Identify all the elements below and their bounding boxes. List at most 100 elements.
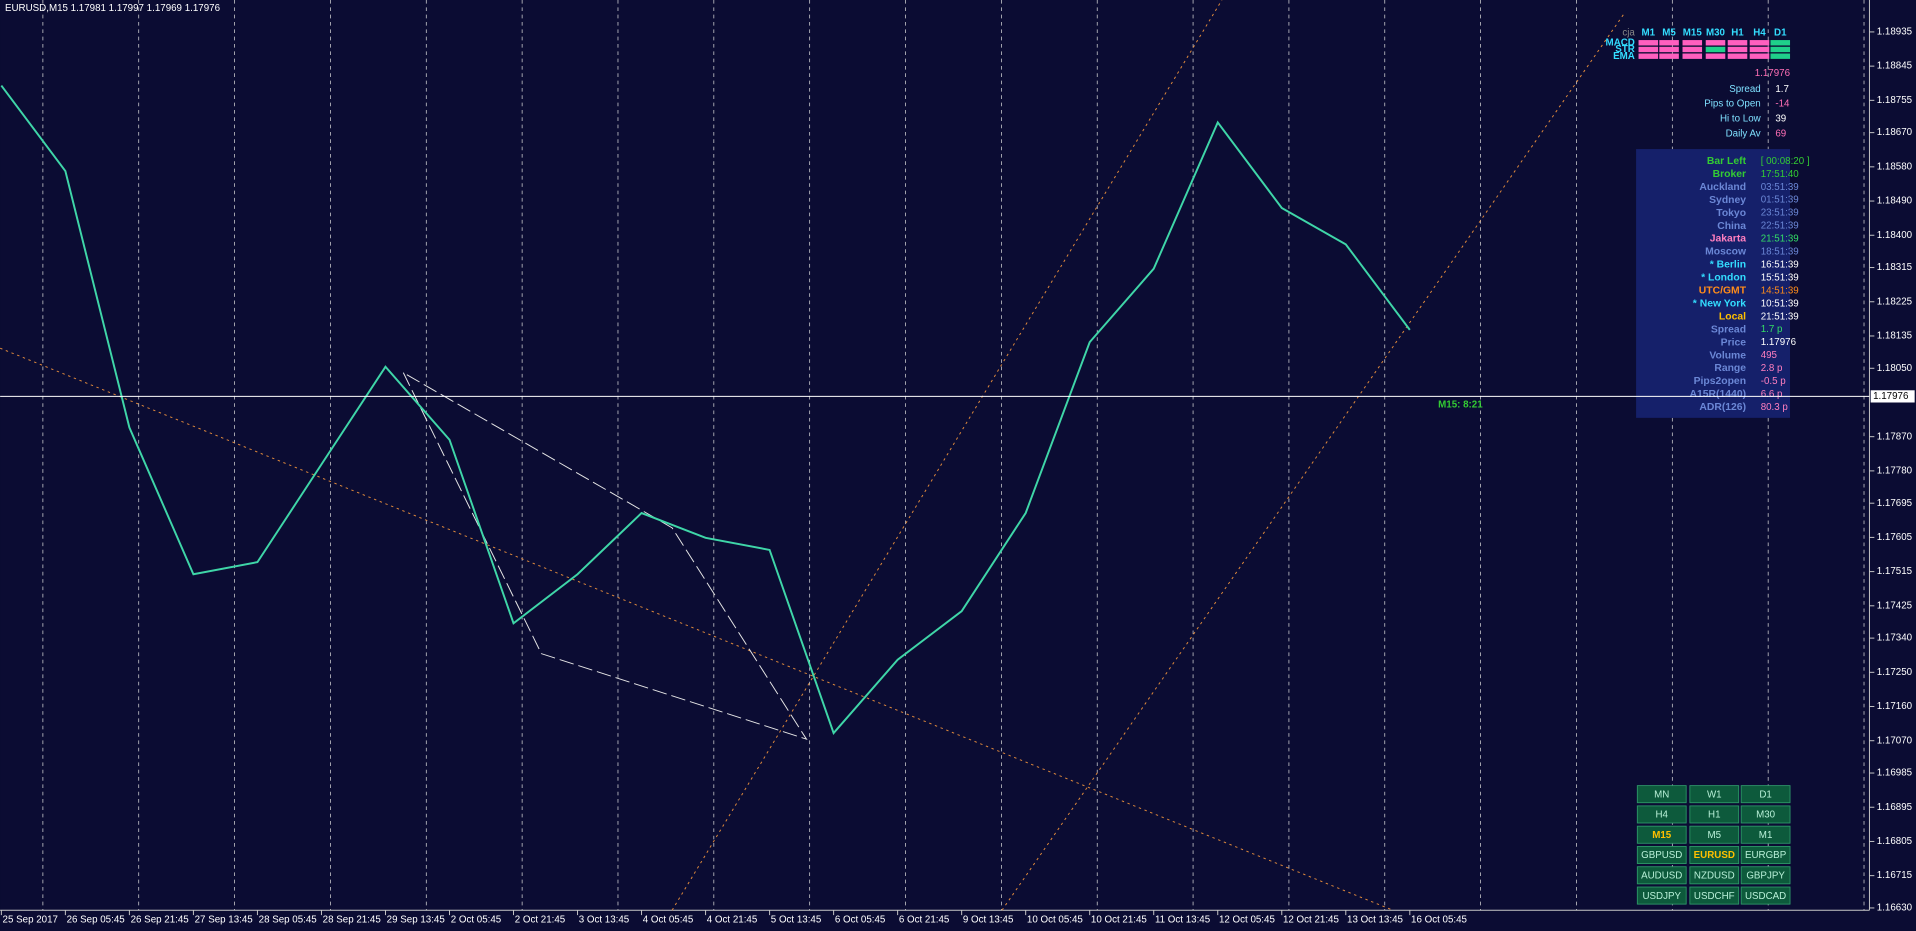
matrix-label: cja bbox=[1622, 28, 1635, 39]
clock-value: 495 bbox=[1761, 350, 1778, 361]
button-label[interactable]: H4 bbox=[1656, 810, 1669, 821]
button-label[interactable]: D1 bbox=[1759, 789, 1771, 800]
button-face[interactable] bbox=[1689, 886, 1740, 905]
signal-cell bbox=[1749, 40, 1770, 46]
signal-cell bbox=[1659, 40, 1679, 46]
timeframe-button[interactable]: MN bbox=[1636, 785, 1687, 804]
button-label[interactable]: MN bbox=[1654, 789, 1669, 800]
timeframe-button[interactable]: M5 bbox=[1689, 825, 1740, 844]
timeframe-button[interactable]: M30 bbox=[1740, 805, 1791, 824]
button-face[interactable] bbox=[1636, 866, 1687, 885]
y-tick-label: 1.18755 bbox=[1877, 95, 1913, 106]
y-tick-label: 1.18845 bbox=[1877, 61, 1913, 72]
clock-label: Spread bbox=[1711, 324, 1746, 335]
stat-label: Spread bbox=[1729, 84, 1761, 95]
clock-value: 21:51:39 bbox=[1761, 234, 1799, 245]
timeframe-button[interactable]: GBPUSD bbox=[1636, 846, 1687, 864]
button-face[interactable] bbox=[1689, 805, 1740, 824]
clock-value: 14:51:39 bbox=[1761, 285, 1799, 296]
button-label[interactable]: M1 bbox=[1759, 830, 1773, 841]
clock-label: Jakarta bbox=[1710, 234, 1747, 245]
channel-line bbox=[671, 0, 1223, 911]
button-face[interactable] bbox=[1689, 866, 1740, 885]
y-tick-label: 1.18050 bbox=[1877, 363, 1913, 374]
button-label[interactable]: M15 bbox=[1652, 830, 1672, 841]
clock-label: Bar Left bbox=[1707, 156, 1747, 167]
x-tick-label: 3 Oct 13:45 bbox=[579, 915, 630, 926]
button-face[interactable] bbox=[1740, 846, 1791, 864]
timeframe-label: M5 bbox=[1662, 28, 1676, 39]
x-tick-label: 26 Sep 21:45 bbox=[131, 915, 190, 926]
timeframe-button[interactable]: D1 bbox=[1740, 785, 1791, 804]
button-label[interactable]: GBPJPY bbox=[1746, 870, 1785, 881]
stat-value: 39 bbox=[1775, 114, 1786, 125]
timeframe-button[interactable]: USDCAD bbox=[1740, 886, 1791, 905]
signal-cell bbox=[1727, 46, 1748, 53]
y-tick-label: 1.17250 bbox=[1877, 667, 1913, 678]
timeframe-button[interactable]: AUDUSD bbox=[1636, 866, 1687, 885]
channel-line bbox=[1001, 11, 1626, 911]
button-face[interactable] bbox=[1740, 825, 1791, 844]
button-face[interactable] bbox=[1636, 785, 1687, 804]
button-label[interactable]: AUDUSD bbox=[1641, 870, 1682, 881]
clock-value: -0.5 p bbox=[1761, 376, 1787, 387]
button-label[interactable]: GBPUSD bbox=[1641, 850, 1682, 861]
button-face[interactable] bbox=[1636, 846, 1687, 864]
timeframe-button[interactable]: EURGBP bbox=[1740, 846, 1791, 864]
button-face[interactable] bbox=[1636, 886, 1687, 905]
button-face[interactable] bbox=[1689, 825, 1740, 844]
button-face[interactable] bbox=[1689, 785, 1740, 804]
timeframe-button[interactable]: H1 bbox=[1689, 805, 1740, 824]
signal-cell bbox=[1705, 40, 1726, 46]
button-face[interactable] bbox=[1636, 805, 1687, 824]
clock-label: * Berlin bbox=[1710, 260, 1746, 271]
timeframe-label: M30 bbox=[1706, 28, 1726, 39]
button-face[interactable] bbox=[1689, 846, 1740, 864]
button-label[interactable]: M5 bbox=[1707, 830, 1721, 841]
clock-value: 80.3 p bbox=[1761, 402, 1789, 413]
button-label[interactable]: EURGBP bbox=[1745, 850, 1786, 861]
clock-value: 01:51:39 bbox=[1761, 195, 1799, 206]
button-label[interactable]: NZDUSD bbox=[1694, 870, 1735, 881]
button-face[interactable] bbox=[1740, 866, 1791, 885]
clock-value: 15:51:39 bbox=[1761, 272, 1799, 283]
button-label[interactable]: USDCAD bbox=[1745, 891, 1786, 902]
button-label[interactable]: EURUSD bbox=[1694, 850, 1735, 861]
button-label[interactable]: H1 bbox=[1708, 810, 1720, 821]
button-label[interactable]: M30 bbox=[1756, 810, 1776, 821]
clock-value: 10:51:39 bbox=[1761, 298, 1799, 309]
timeframe-button[interactable]: EURUSD bbox=[1689, 846, 1740, 864]
matrix-row-label: STR bbox=[1615, 44, 1635, 55]
y-tick-label: 1.17425 bbox=[1877, 600, 1913, 611]
button-face[interactable] bbox=[1740, 785, 1791, 804]
x-tick-label: 13 Oct 13:45 bbox=[1347, 915, 1403, 926]
timeframe-button[interactable]: M1 bbox=[1740, 825, 1791, 844]
y-tick-label: 1.18935 bbox=[1877, 27, 1913, 38]
timeframe-button[interactable]: M15 bbox=[1636, 825, 1687, 844]
timeframe-button[interactable]: USDCHF bbox=[1689, 886, 1740, 905]
clock-value: 21:51:39 bbox=[1761, 311, 1799, 322]
clock-panel-bg bbox=[1636, 149, 1791, 418]
button-face[interactable] bbox=[1740, 805, 1791, 824]
y-tick-label: 1.16895 bbox=[1877, 802, 1913, 813]
clock-value: 1.7 p bbox=[1761, 324, 1783, 335]
clock-label: ADR(126) bbox=[1699, 402, 1746, 413]
y-tick-label: 1.17070 bbox=[1877, 735, 1913, 746]
x-tick-label: 10 Oct 05:45 bbox=[1027, 915, 1083, 926]
timeframe-button[interactable]: USDJPY bbox=[1636, 886, 1687, 905]
signal-cell bbox=[1638, 40, 1659, 46]
button-label[interactable]: W1 bbox=[1707, 789, 1722, 800]
button-face[interactable] bbox=[1740, 886, 1791, 905]
button-label[interactable]: USDJPY bbox=[1642, 891, 1681, 902]
timeframe-label: H4 bbox=[1753, 28, 1766, 39]
timeframe-button[interactable]: W1 bbox=[1689, 785, 1740, 804]
button-face[interactable] bbox=[1636, 825, 1687, 844]
timeframe-button[interactable]: GBPJPY bbox=[1740, 866, 1791, 885]
clock-value: 2.8 p bbox=[1761, 363, 1783, 374]
button-label[interactable]: USDCHF bbox=[1694, 891, 1735, 902]
stat-value: -14 bbox=[1775, 99, 1790, 110]
timeframe-button[interactable]: H4 bbox=[1636, 805, 1687, 824]
timeframe-button[interactable]: NZDUSD bbox=[1689, 866, 1740, 885]
y-tick-label: 1.18225 bbox=[1877, 296, 1913, 307]
x-tick-label: 4 Oct 05:45 bbox=[643, 915, 694, 926]
